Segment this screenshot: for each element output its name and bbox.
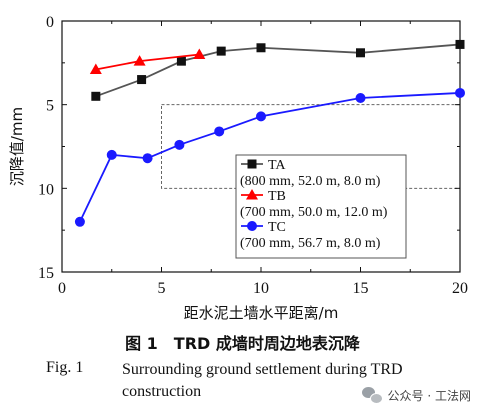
y-tick-label: 10 bbox=[38, 181, 54, 198]
data-point-ta bbox=[216, 46, 226, 56]
figure-caption-cn: 图 1 TRD 成墙时周边地表沉降 bbox=[125, 334, 360, 353]
data-point-tc bbox=[106, 149, 117, 160]
legend-box bbox=[235, 154, 407, 259]
data-point-tb bbox=[89, 63, 102, 75]
legend-name-tc: TC bbox=[268, 220, 286, 235]
legend-marker-ta bbox=[247, 159, 257, 169]
figure-label-en: Fig. 1 bbox=[46, 359, 84, 376]
data-point-tc bbox=[74, 216, 85, 227]
settlement-chart: 0 5 10 15 20 0 5 10 15 距水泥土墙水平距离/m 沉降值/mm TA (800 mm… bbox=[8, 14, 468, 322]
x-tick-label: 10 bbox=[253, 280, 269, 297]
x-tick-label: 20 bbox=[452, 280, 468, 297]
data-point-ta bbox=[137, 75, 147, 85]
chart-svg: 0 5 10 15 20 0 5 10 15 距水泥土墙水平距离/m 沉降值/mm TA(800 mm… bbox=[8, 14, 468, 322]
watermark-text: 公众号 · 工法网 bbox=[387, 388, 471, 403]
legend-name-ta: TA bbox=[268, 158, 286, 173]
data-point-tc bbox=[214, 126, 225, 137]
x-tick-label: 0 bbox=[58, 280, 66, 297]
data-point-tb bbox=[193, 48, 206, 59]
data-point-ta bbox=[176, 56, 186, 66]
x-tick-label: 15 bbox=[353, 280, 369, 297]
legend-marker-tb bbox=[246, 189, 258, 200]
legend-detail-tc: (700 mm, 56.7 m, 8.0 m) bbox=[240, 236, 381, 251]
watermark: 公众号 · 工法网 bbox=[361, 384, 471, 406]
data-point-ta bbox=[356, 48, 365, 58]
series-line-ta bbox=[95, 43, 461, 98]
legend-detail-ta: (800 mm, 52.0 m, 8.0 m) bbox=[240, 174, 381, 189]
figure-caption-en: Surrounding ground settlement during TRD… bbox=[122, 361, 403, 400]
data-point-tc bbox=[256, 111, 266, 122]
data-point-tc bbox=[355, 92, 366, 103]
series-line-tc bbox=[79, 92, 461, 223]
x-tick-label: 5 bbox=[158, 280, 166, 297]
y-tick-label: 5 bbox=[46, 98, 54, 115]
legend-detail-tb: (700 mm, 50.0 m, 12.0 m) bbox=[240, 205, 388, 220]
y-axis-label: 沉降值/mm bbox=[8, 107, 26, 186]
y-tick-label: 0 bbox=[46, 14, 54, 31]
data-point-tb bbox=[133, 55, 146, 66]
data-point-ta bbox=[455, 39, 465, 49]
wechat-icon bbox=[361, 386, 383, 404]
legend-name-tb: TB bbox=[268, 189, 286, 204]
data-point-tc bbox=[174, 139, 185, 150]
data-point-tc bbox=[142, 153, 153, 164]
data-point-tc bbox=[455, 87, 465, 98]
x-axis-label: 距水泥土墙水平距离/m bbox=[184, 304, 339, 322]
legend-marker-tc bbox=[247, 221, 257, 231]
data-point-ta bbox=[256, 43, 266, 53]
y-tick-label: 15 bbox=[38, 265, 54, 282]
data-point-ta bbox=[91, 91, 101, 101]
